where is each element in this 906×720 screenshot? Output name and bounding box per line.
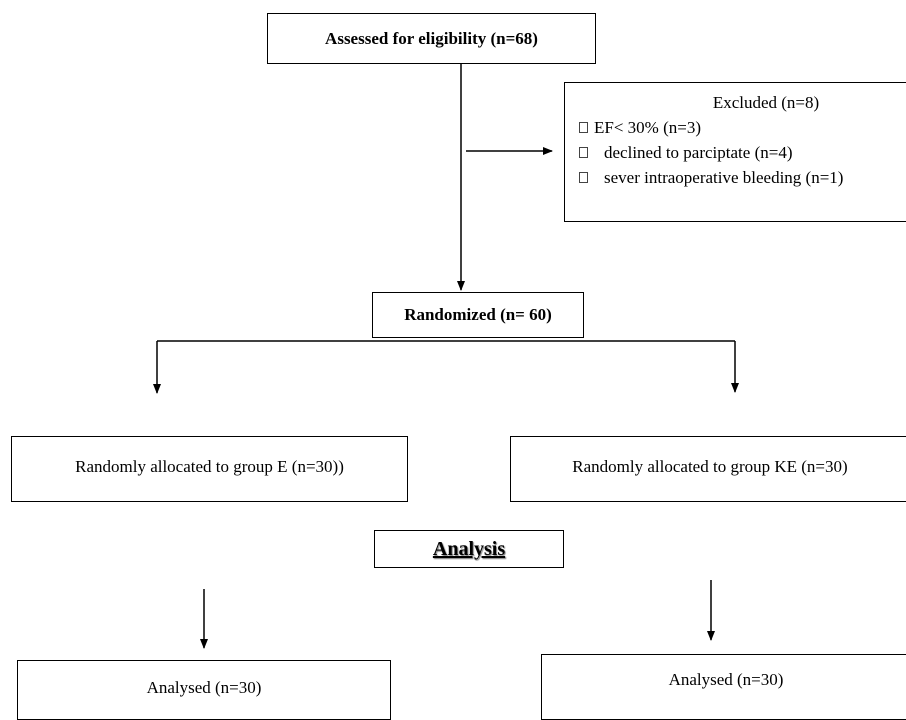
excluded-item: EF< 30% (n=3) (579, 115, 906, 140)
randomized-label: Randomized (n= 60) (404, 305, 552, 324)
excluded-item: declined to parciptate (n=4) (579, 140, 906, 165)
randomized-box: Randomized (n= 60) (372, 292, 584, 338)
excluded-box: Excluded (n=8) EF< 30% (n=3) declined to… (564, 82, 906, 222)
excluded-item: sever intraoperative bleeding (n=1) (579, 165, 906, 190)
group-ke-box: Randomly allocated to group KE (n=30) (510, 436, 906, 502)
analysis-box: Analysis (374, 530, 564, 568)
group-e-label: Randomly allocated to group E (n=30)) (75, 457, 344, 476)
analysed-right-label: Analysed (n=30) (668, 670, 784, 689)
analysis-label: Analysis (432, 537, 506, 560)
checkbox-icon (579, 122, 588, 133)
analysed-right-box: Analysed (n=30) (541, 654, 906, 720)
excluded-title: Excluded (n=8) (712, 93, 820, 112)
assessed-box: Assessed for eligibility (n=68) (267, 13, 596, 64)
assessed-label: Assessed for eligibility (n=68) (325, 28, 538, 48)
excluded-list: EF< 30% (n=3) declined to parciptate (n=… (579, 115, 906, 190)
checkbox-icon (579, 172, 588, 183)
group-ke-label: Randomly allocated to group KE (n=30) (572, 457, 848, 476)
checkbox-icon (579, 147, 588, 158)
analysed-left-box: Analysed (n=30) (17, 660, 391, 720)
analysed-left-label: Analysed (n=30) (146, 678, 262, 697)
group-e-box: Randomly allocated to group E (n=30)) (11, 436, 408, 502)
